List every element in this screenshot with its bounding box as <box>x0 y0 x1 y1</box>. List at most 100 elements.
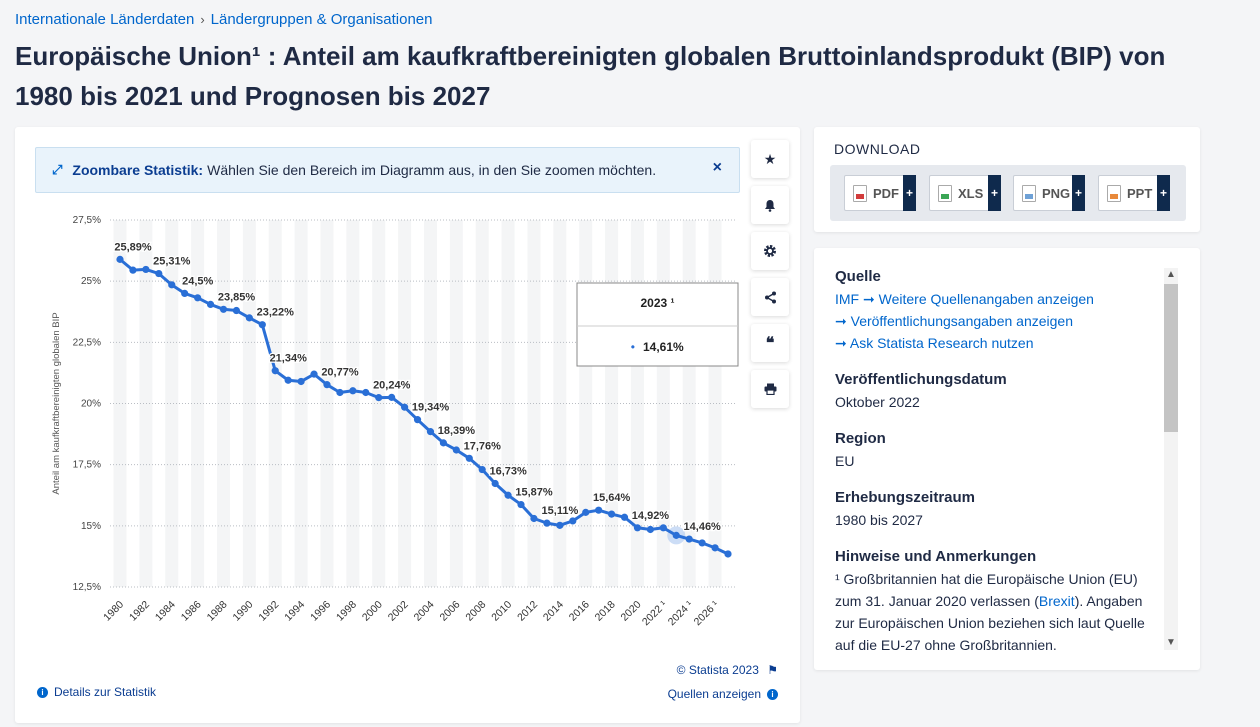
download-xls-button[interactable]: XLS + <box>929 175 1001 211</box>
data-point <box>491 479 499 488</box>
data-point <box>530 514 538 523</box>
cite-button[interactable]: ❝ <box>751 324 789 362</box>
notes-text-pre: ¹ Großbritannien hat die Europäische Uni… <box>835 571 1138 609</box>
data-point <box>439 439 448 447</box>
data-label: 15,11% <box>542 505 579 517</box>
data-label: 23,22% <box>257 307 295 319</box>
more-sources-link[interactable]: Weitere Quellenangaben anzeigen <box>878 291 1094 307</box>
data-point <box>258 321 266 329</box>
data-point <box>659 524 667 532</box>
notes-text-post: ). Angaben zur Europäischen Union bezieh… <box>835 593 1145 653</box>
download-png-plus[interactable]: + <box>1072 175 1085 211</box>
download-png-label: PNG <box>1042 185 1071 201</box>
breadcrumb-link-countries[interactable]: Internationale Länderdaten <box>15 11 195 28</box>
data-point <box>607 510 616 518</box>
x-tick-label: 2026 ¹ <box>692 598 722 628</box>
research-link-row[interactable]: ➞ Ask Statista Research nutzen <box>835 332 1145 354</box>
data-point <box>452 446 460 454</box>
download-ppt-button[interactable]: PPT + <box>1098 175 1170 211</box>
x-tick-label: 2010 <box>489 599 514 624</box>
data-point <box>569 517 577 525</box>
share-icon <box>764 291 776 303</box>
download-xls-plus[interactable]: + <box>988 175 1001 211</box>
download-png-button[interactable]: PNG + <box>1013 175 1085 211</box>
data-label: 24,5% <box>182 275 213 287</box>
details-link[interactable]: i Details zur Statistik <box>37 685 156 699</box>
data-label: 20,24% <box>373 380 411 392</box>
source-row: IMF ➞ Weitere Quellenangaben anzeigen <box>835 288 1145 310</box>
data-label: 18,39% <box>438 425 476 437</box>
x-tick-label: 2022 ¹ <box>640 598 670 628</box>
data-label: 15,87% <box>515 487 553 499</box>
close-icon[interactable]: × <box>712 159 722 176</box>
research-link[interactable]: Ask Statista Research nutzen <box>849 335 1034 351</box>
print-button[interactable] <box>751 370 789 408</box>
x-tick-label: 1984 <box>153 599 178 624</box>
data-point <box>271 367 279 375</box>
publication-info-link-row[interactable]: ➞ Veröffentlichungsangaben anzeigen <box>835 310 1145 332</box>
data-point <box>543 519 551 527</box>
x-tick-label: 1982 <box>127 599 152 624</box>
scrollbar[interactable]: ▲ ▼ <box>1164 268 1178 650</box>
zoom-info-bar: ⤢ Zoombare Statistik: Wählen Sie den Ber… <box>35 147 740 193</box>
data-point <box>672 531 680 539</box>
data-point <box>194 294 202 302</box>
data-point <box>181 289 189 297</box>
download-button-group: PDF + XLS + PNG + PPT + <box>830 165 1186 221</box>
line-chart[interactable]: 27,5% 25% 22,5% 20% 17,5% 15% 12,5% Anteil am k… <box>15 127 745 647</box>
breadcrumb-link-groups[interactable]: Ländergruppen & Organisationen <box>210 11 433 28</box>
notification-button[interactable] <box>751 186 789 224</box>
data-point <box>116 255 124 263</box>
source-value: IMF <box>835 291 860 307</box>
background-band <box>553 220 567 587</box>
period-value: 1980 bis 2027 <box>835 512 923 528</box>
data-point <box>142 265 150 274</box>
y-tick-label: 12,5% <box>73 582 101 593</box>
background-band <box>216 220 230 587</box>
xls-file-icon <box>938 184 952 202</box>
x-tick-label: 1988 <box>205 599 230 624</box>
chevron-down-icon[interactable]: ▼ <box>1166 637 1176 648</box>
chevron-up-icon[interactable]: ▲ <box>1166 269 1176 280</box>
ppt-file-icon <box>1107 184 1121 202</box>
data-label: 20,77% <box>321 367 359 379</box>
settings-button[interactable] <box>751 232 789 270</box>
sources-link[interactable]: Quellen anzeigen i <box>668 687 778 701</box>
y-tick-label: 27,5% <box>73 215 101 226</box>
x-tick-label: 1998 <box>334 599 359 624</box>
x-tick-label: 1980 <box>101 599 126 624</box>
download-pdf-button[interactable]: PDF + <box>844 175 916 211</box>
tooltip-title: 2023 ¹ <box>640 296 674 310</box>
x-tick-label: 2006 <box>437 599 462 624</box>
data-point <box>400 403 409 411</box>
scrollbar-thumb[interactable] <box>1164 284 1178 432</box>
zoom-info-bold: Zoombare Statistik: <box>72 162 204 178</box>
data-point <box>595 506 603 514</box>
download-pdf-plus[interactable]: + <box>903 175 916 211</box>
x-tick-label: 1996 <box>308 599 333 624</box>
copyright[interactable]: © Statista 2023 ⚑ <box>677 663 778 677</box>
publication-info-link[interactable]: Veröffentlichungsangaben anzeigen <box>850 313 1073 329</box>
x-tick-label: 2024 ¹ <box>666 598 696 628</box>
data-point <box>362 388 370 397</box>
download-ppt-plus[interactable]: + <box>1157 175 1170 211</box>
tooltip-box <box>576 282 739 367</box>
info-icon: i <box>767 688 778 700</box>
data-label: 25,31% <box>153 256 191 268</box>
brexit-link[interactable]: Brexit <box>1038 593 1075 609</box>
y-axis-label: Anteil am kaufkraftbereinigten globalen … <box>51 312 62 494</box>
download-title: DOWNLOAD <box>834 141 921 157</box>
x-tick-label: 2014 <box>541 599 566 624</box>
x-tick-label: 2018 <box>593 599 618 624</box>
pub-date-value: Oktober 2022 <box>835 394 920 410</box>
info-card: Quelle IMF ➞ Weitere Quellenangaben anze… <box>814 248 1200 670</box>
data-label: 14,92% <box>632 510 670 522</box>
x-tick-label: 1990 <box>230 599 255 624</box>
data-point <box>206 300 215 309</box>
data-point <box>724 550 732 558</box>
y-tick-label: 20% <box>81 399 101 410</box>
data-point <box>336 388 344 397</box>
background-band <box>165 220 179 587</box>
share-button[interactable] <box>751 278 789 316</box>
favorite-button[interactable]: ★ <box>751 140 789 178</box>
